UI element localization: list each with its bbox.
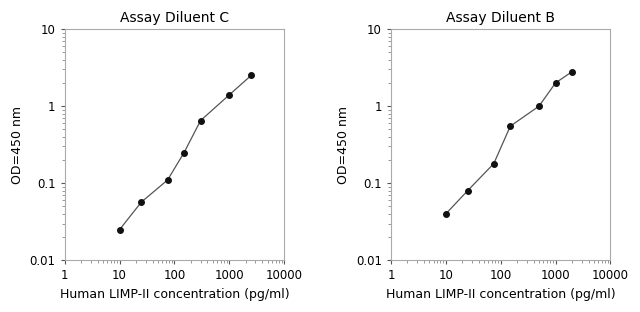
Y-axis label: OD=450 nm: OD=450 nm (337, 106, 350, 184)
Y-axis label: OD=450 nm: OD=450 nm (11, 106, 24, 184)
X-axis label: Human LIMP-II concentration (pg/ml): Human LIMP-II concentration (pg/ml) (60, 288, 289, 301)
X-axis label: Human LIMP-II concentration (pg/ml): Human LIMP-II concentration (pg/ml) (386, 288, 616, 301)
Title: Assay Diluent B: Assay Diluent B (446, 11, 555, 25)
Title: Assay Diluent C: Assay Diluent C (120, 11, 229, 25)
